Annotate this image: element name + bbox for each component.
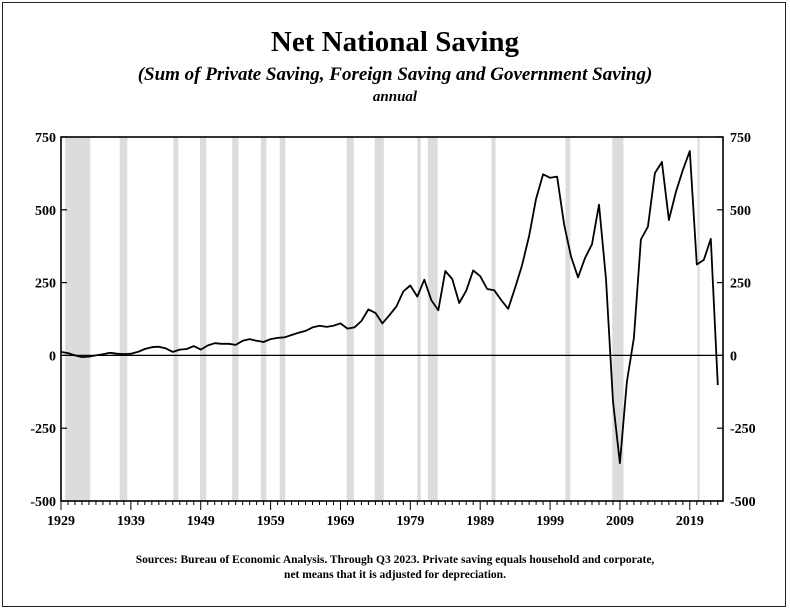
x-tick-label: 1989 — [466, 514, 494, 529]
recession-band-14 — [612, 137, 624, 501]
x-tick-label: 1959 — [257, 514, 285, 529]
source-note: Sources: Bureau of Economic Analysis. Th… — [40, 553, 750, 583]
source-note-line2: net means that it is adjusted for deprec… — [284, 569, 506, 581]
plot-area-border — [60, 136, 724, 502]
recession-band-12 — [491, 137, 496, 501]
x-tick-label: 1969 — [326, 514, 354, 529]
recession-band-5 — [232, 137, 239, 501]
recession-band-7 — [279, 137, 286, 501]
y-tick-label-right: 750 — [730, 131, 751, 146]
recession-band-3 — [173, 137, 179, 501]
x-tick-label: 1949 — [187, 514, 215, 529]
y-tick-label-right: 250 — [730, 277, 751, 292]
net-national-saving-line — [60, 150, 719, 465]
series-group — [60, 150, 719, 465]
recession-band-6 — [260, 137, 267, 501]
x-tick-label: 1979 — [396, 514, 424, 529]
recession-band-15 — [697, 137, 700, 501]
y-tick-label-right: -250 — [730, 422, 756, 437]
chart-subtitle: (Sum of Private Saving, Foreign Saving a… — [137, 64, 653, 85]
y-tick-label-right: -500 — [730, 495, 756, 510]
x-tick-label: 1999 — [536, 514, 564, 529]
recession-band-2 — [119, 137, 128, 501]
x-tick-label: 1929 — [47, 514, 75, 529]
y-tick-label-left: -500 — [30, 495, 56, 510]
y-tick-label-left: 750 — [35, 131, 56, 146]
y-tick-label-left: 0 — [49, 349, 56, 364]
recession-band-13 — [565, 137, 571, 501]
x-tick-label: 2019 — [676, 514, 704, 529]
y-tick-label-left: -250 — [30, 422, 56, 437]
recession-band-10 — [417, 137, 421, 501]
x-tick-label: 2009 — [606, 514, 634, 529]
x-tick-label: 1939 — [117, 514, 145, 529]
source-note-line1: Sources: Bureau of Economic Analysis. Th… — [135, 554, 655, 566]
y-tick-label-right: 0 — [730, 349, 737, 364]
y-tick-label-left: 250 — [35, 277, 56, 292]
recession-shading-group — [65, 137, 700, 501]
recession-band-8 — [346, 137, 354, 501]
recession-band-11 — [427, 137, 438, 501]
chart-title: Net National Saving — [270, 26, 520, 58]
tick-group: -500 -500 -250 -250 0 0 250 250 500 500 750 750 1929… — [30, 131, 755, 529]
recession-band-4 — [200, 137, 207, 501]
y-tick-label-right: 500 — [730, 204, 751, 219]
y-tick-label-left: 500 — [35, 204, 56, 219]
recession-band-1 — [65, 137, 91, 501]
chart-frequency-label: annual — [372, 89, 418, 105]
